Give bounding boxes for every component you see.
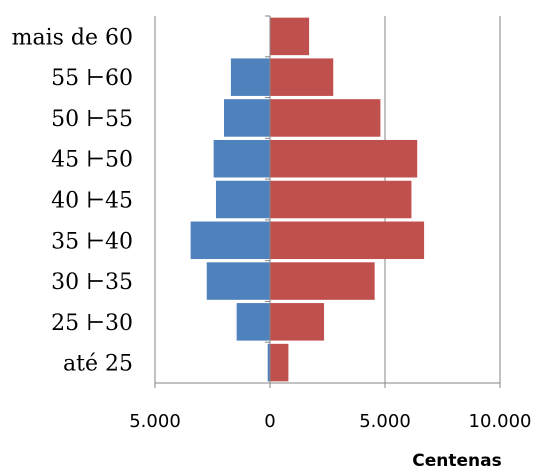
bar-series0-5 [190,221,270,260]
x-tick-label-2: 5.000 [359,411,411,432]
labels: mais de 60 55 ⊢60 50 ⊢55 45 ⊢50 40 ⊢45 35 ⊢40… [12,25,532,470]
x-tick-label-1: 0 [264,411,275,432]
bar-series1-6 [270,262,375,300]
category-label-8: até 25 [63,352,133,377]
bar-series0-3 [213,139,270,178]
x-tick-label-0: 5.000 [129,411,181,432]
category-label-1: 55 ⊢60 [51,66,133,91]
category-label-6: 30 ⊢35 [51,270,133,295]
bar-series1-8 [270,343,289,382]
bar-series0-6 [206,262,270,300]
bar-series1-5 [270,221,425,260]
category-label-3: 45 ⊢50 [51,148,133,173]
bar-series0-4 [215,180,270,219]
bar-series1-4 [270,180,412,219]
category-label-4: 40 ⊢45 [51,189,133,214]
x-tick-label-3: 10.000 [469,411,532,432]
category-label-2: 50 ⊢55 [51,107,133,132]
bar-series1-1 [270,58,334,96]
bar-series0-2 [224,99,270,137]
axes [154,15,501,388]
x-axis-title: Centenas [412,451,501,470]
bar-series1-0 [270,17,310,56]
bar-series0-1 [230,58,270,96]
bar-series0-7 [236,303,270,341]
category-label-7: 25 ⊢30 [51,311,133,336]
category-label-5: 35 ⊢40 [51,229,133,254]
bar-series1-3 [270,139,418,178]
category-label-0: mais de 60 [12,25,133,50]
bars [190,17,425,382]
bar-series1-2 [270,99,381,137]
bar-series0-8 [267,343,270,382]
bar-series1-7 [270,303,325,341]
